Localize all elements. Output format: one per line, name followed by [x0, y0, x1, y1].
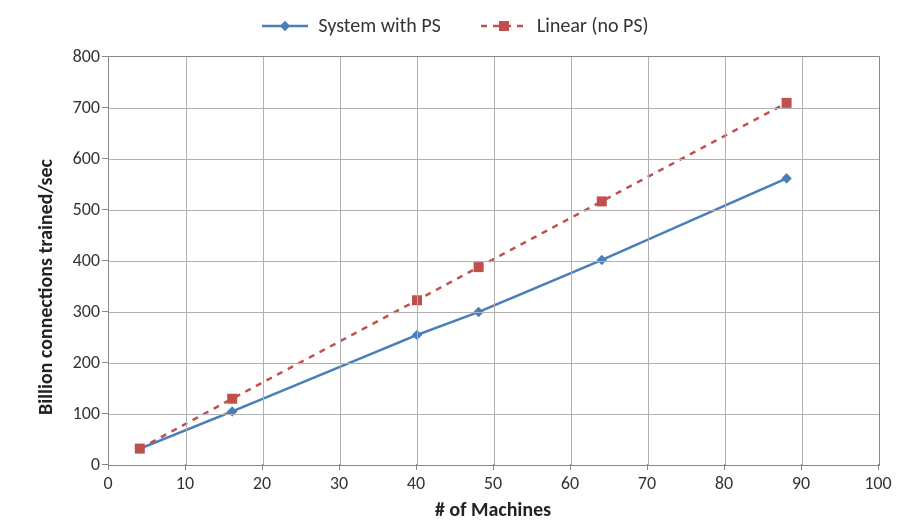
- y-tick-mark: [102, 362, 108, 363]
- x-tick-mark: [416, 464, 417, 470]
- x-tick-label: 0: [103, 472, 112, 494]
- x-axis-title: # of Machines: [435, 498, 551, 522]
- x-tick-label: 60: [561, 472, 579, 494]
- legend-swatch-linear: [481, 18, 527, 34]
- x-tick-label: 90: [792, 472, 810, 494]
- series-line-system-ps: [140, 178, 787, 448]
- x-tick-mark: [262, 464, 263, 470]
- series-marker-system-ps: [597, 255, 606, 264]
- x-tick-label: 80: [715, 472, 733, 494]
- grid-line-v: [571, 57, 572, 465]
- legend-item-system-ps: System with PS: [262, 14, 440, 38]
- y-tick-mark: [102, 56, 108, 57]
- chart-legend: System with PS Linear (no PS): [0, 14, 911, 38]
- series-marker-linear-no-ps: [228, 394, 237, 403]
- y-tick-label: 0: [58, 453, 100, 475]
- scalability-chart: System with PS Linear (no PS) Billion co…: [0, 0, 911, 530]
- y-tick-label: 200: [58, 351, 100, 373]
- x-tick-mark: [185, 464, 186, 470]
- x-tick-label: 20: [253, 472, 271, 494]
- grid-line-v: [417, 57, 418, 465]
- x-tick-label: 40: [407, 472, 425, 494]
- grid-line-v: [648, 57, 649, 465]
- x-tick-mark: [724, 464, 725, 470]
- y-tick-mark: [102, 107, 108, 108]
- x-tick-mark: [108, 464, 109, 470]
- legend-item-linear: Linear (no PS): [481, 14, 649, 38]
- y-axis-title: Billion connections trained/sec: [34, 159, 58, 415]
- y-tick-label: 400: [58, 249, 100, 271]
- grid-line-v: [725, 57, 726, 465]
- x-tick-label: 70: [638, 472, 656, 494]
- x-tick-mark: [339, 464, 340, 470]
- x-tick-mark: [801, 464, 802, 470]
- grid-line-v: [340, 57, 341, 465]
- y-tick-mark: [102, 158, 108, 159]
- grid-line-v: [263, 57, 264, 465]
- y-tick-label: 100: [58, 402, 100, 424]
- legend-swatch-system-ps: [262, 18, 308, 34]
- legend-label-linear: Linear (no PS): [537, 14, 649, 38]
- legend-label-system-ps: System with PS: [318, 14, 440, 38]
- series-marker-linear-no-ps: [474, 263, 483, 272]
- grid-line-v: [802, 57, 803, 465]
- x-tick-mark: [570, 464, 571, 470]
- x-tick-mark: [493, 464, 494, 470]
- y-tick-mark: [102, 413, 108, 414]
- y-tick-mark: [102, 209, 108, 210]
- y-tick-label: 300: [58, 300, 100, 322]
- grid-line-v: [186, 57, 187, 465]
- y-tick-label: 500: [58, 198, 100, 220]
- series-marker-linear-no-ps: [597, 197, 606, 206]
- y-tick-mark: [102, 260, 108, 261]
- x-tick-mark: [647, 464, 648, 470]
- grid-line-v: [494, 57, 495, 465]
- series-marker-linear-no-ps: [135, 444, 144, 453]
- x-tick-label: 30: [330, 472, 348, 494]
- y-tick-label: 600: [58, 147, 100, 169]
- y-tick-label: 700: [58, 96, 100, 118]
- y-tick-mark: [102, 311, 108, 312]
- series-marker-linear-no-ps: [782, 98, 791, 107]
- series-marker-system-ps: [782, 174, 791, 183]
- x-tick-label: 100: [864, 472, 891, 494]
- x-tick-label: 50: [484, 472, 502, 494]
- x-tick-label: 10: [176, 472, 194, 494]
- plot-area: [108, 56, 880, 466]
- x-tick-mark: [878, 464, 879, 470]
- y-tick-label: 800: [58, 45, 100, 67]
